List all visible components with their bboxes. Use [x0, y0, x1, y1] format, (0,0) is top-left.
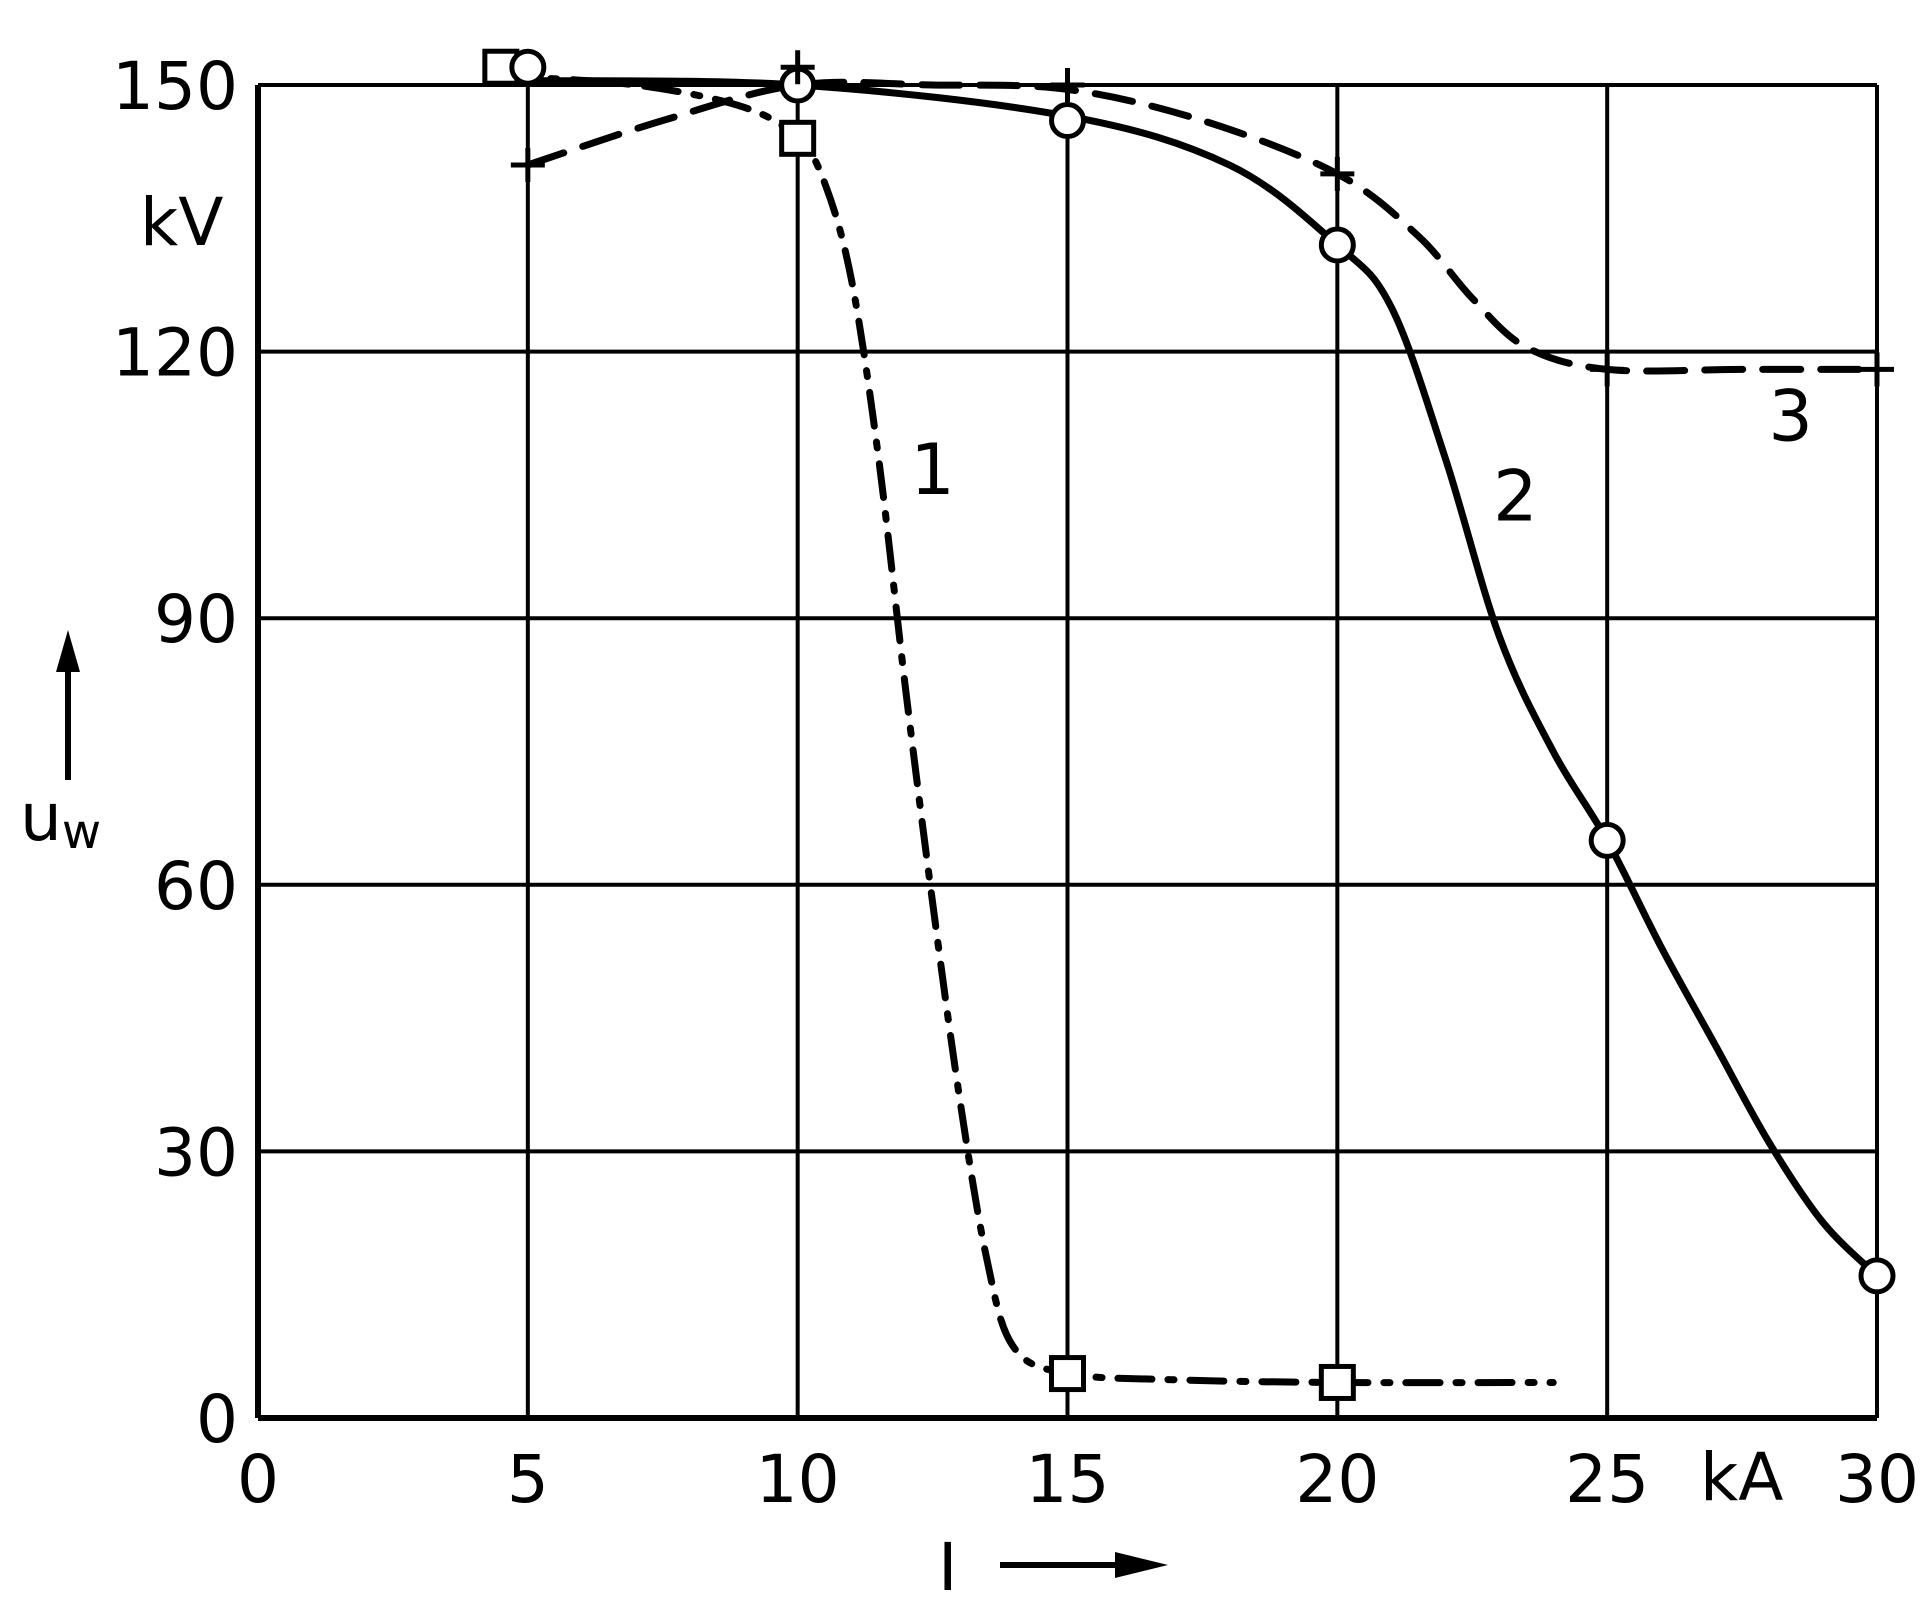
y-tick-label: 30: [154, 1114, 238, 1191]
y-tick-label: 0: [196, 1381, 238, 1458]
curve-labels: 1 2 3: [910, 375, 1813, 537]
y-tick-label: 120: [112, 315, 238, 392]
y-tick-label: 150: [112, 48, 238, 125]
markers: [482, 48, 1896, 1401]
x-tick-label: 15: [1026, 1441, 1110, 1518]
series-2-line: [524, 77, 1881, 1280]
series-2-point: [1049, 102, 1086, 140]
series-1-point: [1318, 1363, 1356, 1401]
x-axis-unit: kA: [1700, 1439, 1783, 1516]
y-axis-unit: kV: [140, 184, 223, 261]
series-1-point: [779, 119, 817, 157]
curve-label-2: 2: [1493, 455, 1538, 537]
x-tick-label: 5: [507, 1441, 549, 1518]
y-tick-labels: 0 30 60 90 120 150: [112, 48, 238, 1458]
series-3-point: [780, 50, 815, 85]
series-3-point: [1860, 352, 1894, 387]
series-3-point: [510, 147, 545, 182]
y-axis-label-subscript: w: [62, 804, 101, 860]
series-1-point: [1049, 1355, 1086, 1393]
y-tick-label: 90: [154, 581, 238, 658]
series-2-point: [1588, 821, 1626, 859]
x-tick-label: 20: [1295, 1441, 1379, 1518]
series-3-point: [1590, 352, 1625, 387]
x-tick-label: 30: [1835, 1441, 1919, 1518]
x-axis-label: I: [938, 1529, 957, 1606]
x-tick-labels: 0 5 10 15 20 25 30: [237, 1441, 1919, 1518]
y-axis-label: uw: [20, 779, 101, 860]
x-axis-arrow: [1000, 1552, 1168, 1578]
curve-label-1: 1: [910, 429, 955, 511]
series-2-point: [1318, 226, 1356, 264]
series-2-point: [1858, 1257, 1896, 1295]
series-3-point: [1050, 68, 1085, 102]
curve-label-3: 3: [1768, 375, 1813, 457]
y-axis-arrow: [56, 630, 80, 780]
series-2-point: [509, 48, 547, 86]
x-tick-label: 10: [756, 1441, 840, 1518]
x-tick-label: 25: [1565, 1441, 1649, 1518]
y-tick-label: 60: [154, 848, 238, 925]
y-axis-label-main: u: [20, 779, 62, 856]
x-tick-label: 0: [237, 1441, 279, 1518]
series-3-point: [1320, 156, 1355, 191]
